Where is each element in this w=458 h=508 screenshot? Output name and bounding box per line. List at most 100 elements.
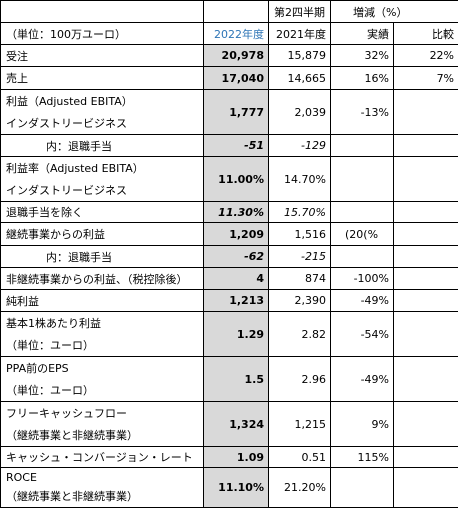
column-header-row: （単位：100万ユーロ） 2022年度 2021年度 実績 比較 <box>1 23 458 45</box>
value-cell: 1.5 <box>204 357 269 402</box>
empty-cell <box>204 1 269 23</box>
value-cell: 2.96 <box>269 357 331 402</box>
label-line: インダストリービジネス <box>6 182 198 198</box>
column-header: 2022年度 <box>204 23 269 45</box>
row-label: 内：退職手当 <box>6 249 198 265</box>
value-cell: -54% <box>331 312 394 357</box>
value-cell: 2,039 <box>269 90 331 135</box>
row-label: PPA前のEPS（単位：ユーロ） <box>6 357 198 401</box>
row-label-cell: 売上 <box>1 67 204 90</box>
row-label: 退職手当を除く <box>6 204 198 220</box>
empty-cell <box>331 468 394 508</box>
row-label: 内：退職手当 <box>6 138 198 154</box>
value-cell: -100% <box>331 268 394 290</box>
table-row: 内：退職手当-51-129 <box>1 135 458 157</box>
change-header: 増減（%） <box>331 1 458 23</box>
column-header: 比較 <box>394 23 458 45</box>
label-line: 利益率（Adjusted EBITA） <box>6 160 198 176</box>
value-cell: 1,324 <box>204 402 269 447</box>
table-row: 内：退職手当 -62-215 <box>1 246 458 268</box>
empty-cell <box>394 157 458 202</box>
value-cell: (20(% <box>331 223 394 246</box>
row-label-cell: キャッシュ・コンバージョン・レート <box>1 447 204 468</box>
label-line: PPA前のEPS <box>6 360 198 376</box>
empty-cell <box>394 468 458 508</box>
value-cell: 1,777 <box>204 90 269 135</box>
value-cell: 1,213 <box>204 290 269 312</box>
value-cell: 11.10% <box>204 468 269 508</box>
empty-cell <box>394 246 458 268</box>
value-cell: -215 <box>269 246 331 268</box>
label-line: インダストリービジネス <box>6 115 198 131</box>
row-label-cell: 内：退職手当 <box>1 246 204 268</box>
value-cell: -13% <box>331 90 394 135</box>
row-label-cell: ROCE（継続事業と非継続事業） <box>1 468 204 508</box>
value-cell: 21.20% <box>269 468 331 508</box>
value-cell: 2,390 <box>269 290 331 312</box>
empty-cell <box>331 246 394 268</box>
row-label-cell: 基本1株あたり利益（単位：ユーロ） <box>1 312 204 357</box>
empty-cell <box>394 312 458 357</box>
row-label: キャッシュ・コンバージョン・レート <box>6 449 198 465</box>
label-line: 内：退職手当 <box>46 249 198 265</box>
label-line: （継続事業と非継続事業） <box>6 427 198 443</box>
label-line: 内：退職手当 <box>46 138 198 154</box>
label-line: 基本1株あたり利益 <box>6 315 198 331</box>
value-cell: 7% <box>394 67 458 90</box>
value-cell: 9% <box>331 402 394 447</box>
empty-cell <box>331 135 394 157</box>
row-label-cell: 受注 <box>1 45 204 67</box>
value-cell: 15.70% <box>269 202 331 223</box>
label-line: 受注 <box>6 48 198 64</box>
row-label: 基本1株あたり利益（単位：ユーロ） <box>6 312 198 356</box>
label-line: 利益（Adjusted EBITA） <box>6 93 198 109</box>
value-cell: 20,978 <box>204 45 269 67</box>
row-label: 利益（Adjusted EBITA） インダストリービジネス <box>6 90 198 134</box>
value-cell: 32% <box>331 45 394 67</box>
value-cell: 11.30% <box>204 202 269 223</box>
row-label-cell: 内：退職手当 <box>1 135 204 157</box>
empty-cell <box>1 1 204 23</box>
empty-cell <box>394 268 458 290</box>
value-cell: 11.00% <box>204 157 269 202</box>
header-row: 第2四半期 増減（%） <box>1 1 458 23</box>
value-cell: -62 <box>204 246 269 268</box>
row-label-cell: フリーキャッシュフロー （継続事業と非継続事業） <box>1 402 204 447</box>
row-label-cell: 利益率（Adjusted EBITA） インダストリービジネス <box>1 157 204 202</box>
row-label-cell: 利益（Adjusted EBITA） インダストリービジネス <box>1 90 204 135</box>
label-line: 退職手当を除く <box>6 204 198 220</box>
label-line: フリーキャッシュフロー <box>6 405 198 421</box>
row-label: 継続事業からの利益 <box>6 226 198 242</box>
row-label: 純利益 <box>6 293 198 309</box>
value-cell: 1,209 <box>204 223 269 246</box>
value-cell: 14,665 <box>269 67 331 90</box>
value-cell: -49% <box>331 357 394 402</box>
empty-cell <box>394 290 458 312</box>
empty-cell <box>331 202 394 223</box>
value-cell: 17,040 <box>204 67 269 90</box>
empty-cell <box>394 135 458 157</box>
value-cell: 15,879 <box>269 45 331 67</box>
label-line: 継続事業からの利益 <box>6 226 198 242</box>
row-label: 売上 <box>6 70 198 86</box>
value-cell: 4 <box>204 268 269 290</box>
value-cell: 1,516 <box>269 223 331 246</box>
value-cell: 115% <box>331 447 394 468</box>
row-label-cell: PPA前のEPS（単位：ユーロ） <box>1 357 204 402</box>
value-cell: -129 <box>269 135 331 157</box>
row-label: 非継続事業からの利益、（税控除後） <box>6 271 198 287</box>
table-row: 退職手当を除く 11.30%15.70% <box>1 202 458 223</box>
row-label-cell: 継続事業からの利益 <box>1 223 204 246</box>
label-line: 純利益 <box>6 293 198 309</box>
label-line: （継続事業と非継続事業） <box>6 488 198 504</box>
